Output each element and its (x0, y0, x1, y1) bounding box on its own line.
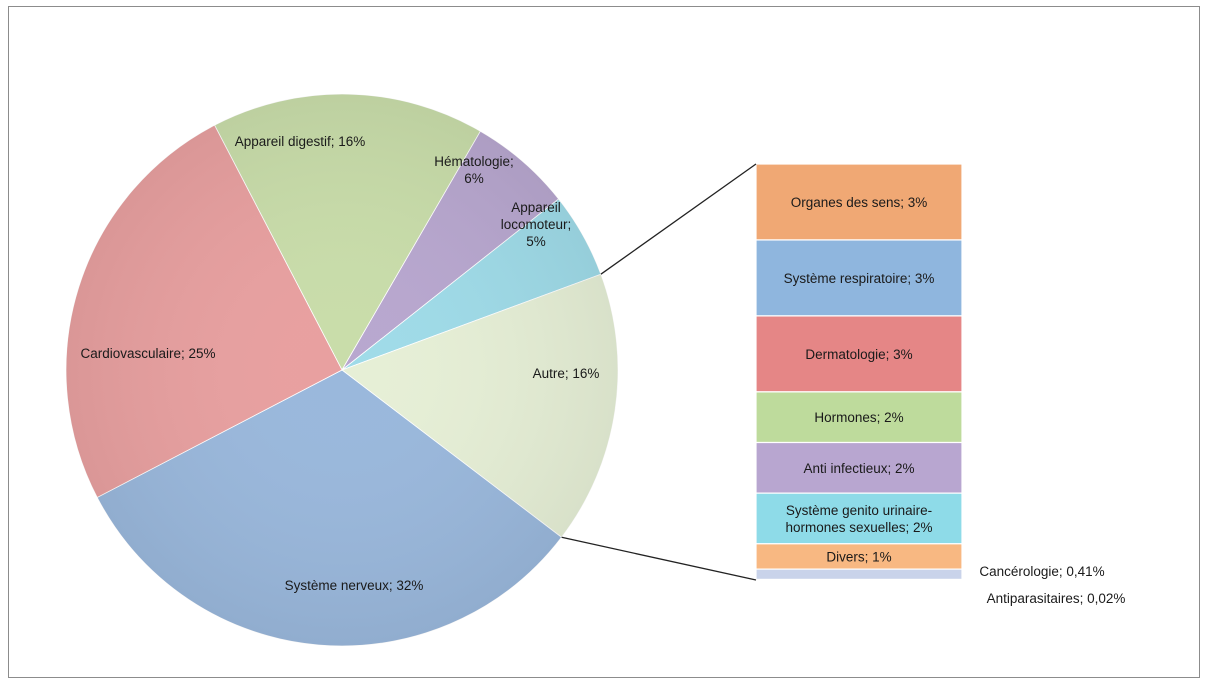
bar-label-anti-infectieux: Anti infectieux; 2% (803, 461, 914, 476)
bar-label-antiparasitaires: Antiparasitaires; 0,02% (987, 591, 1126, 606)
connector-lines (561, 163, 757, 581)
pie-label-appareil-locomoteur: Appareil locomoteur; 5% (501, 200, 572, 249)
bar-label-organes-des-sens: Organes des sens; 3% (791, 195, 928, 210)
bar-label-divers: Divers; 1% (826, 550, 891, 565)
bar-segment-divers (755, 543, 963, 570)
bar-segment-cancerologie (755, 568, 963, 581)
bar-label-cancerologie: Cancérologie; 0,41% (979, 564, 1104, 579)
labels: Appareil digestif; 16% Hématologie; 6% Appa… (80, 134, 1125, 606)
bar-label-hormones: Hormones; 2% (814, 410, 903, 425)
bar-label-systeme-respiratoire: Système respiratoire; 3% (784, 271, 935, 286)
bar-segment-antiparasitaires (755, 578, 963, 581)
bar-segment-systeme-genito-urinaire-hormones-sexuelles (755, 492, 963, 545)
connector-line-bottom (561, 536, 757, 581)
bar-label-dermatologie: Dermatologie; 3% (805, 347, 912, 362)
bar-segment-hormones (755, 391, 963, 444)
pie-label-cardiovasculaire: Cardiovasculaire; 25% (80, 346, 215, 361)
pie-label-appareil-digestif: Appareil digestif; 16% (235, 134, 366, 149)
stacked-bar (755, 163, 963, 581)
pie-label-autre: Autre; 16% (533, 366, 600, 381)
pie-label-systeme-nerveux: Système nerveux; 32% (285, 578, 424, 593)
bar-segment-anti-infectieux (755, 441, 963, 494)
bar-segment-systeme-respiratoire (755, 239, 963, 317)
bar-label-systeme-genito-urinaire-hormones-sexuelles: Système genito urinaire-hormones sexuell… (785, 503, 932, 535)
pie-label-hematologie: Hématologie; 6% (434, 154, 514, 186)
connector-line-top (600, 163, 757, 275)
bar-segment-dermatologie (755, 315, 963, 393)
